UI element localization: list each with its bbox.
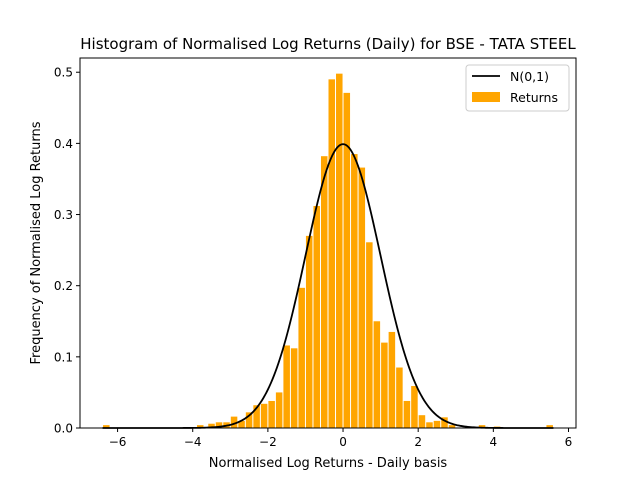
histogram-bar xyxy=(103,425,110,428)
histogram-bar xyxy=(313,206,320,428)
histogram-bar xyxy=(358,167,366,428)
histogram-bar xyxy=(290,348,298,428)
x-axis-ticks: −6 −4 −2 0 2 4 6 xyxy=(109,428,573,449)
histogram-bar xyxy=(418,415,426,428)
legend-label-returns: Returns xyxy=(510,90,558,105)
y-tick-label: 0.3 xyxy=(54,208,73,222)
histogram-bar xyxy=(215,422,223,428)
histogram-bar xyxy=(381,342,388,428)
histogram-bar xyxy=(411,386,418,428)
histogram-bars xyxy=(103,73,553,429)
histogram-bar xyxy=(298,287,305,428)
x-tick-label: −4 xyxy=(184,435,202,449)
histogram-bar xyxy=(268,400,275,428)
histogram-bar xyxy=(396,367,403,428)
y-tick-label: 0.2 xyxy=(54,279,73,293)
legend-bar-swatch xyxy=(472,92,500,102)
legend-label-normal: N(0,1) xyxy=(510,69,549,84)
histogram-bar xyxy=(196,425,204,428)
histogram-bar xyxy=(426,422,433,428)
histogram-bar xyxy=(336,73,343,429)
histogram-bar xyxy=(283,345,290,428)
histogram-bar xyxy=(238,420,245,428)
histogram-bar xyxy=(403,400,411,428)
histogram-bar xyxy=(433,420,441,428)
histogram-bar xyxy=(260,403,268,428)
histogram-bar xyxy=(245,412,253,428)
y-tick-label: 0.5 xyxy=(54,66,73,80)
histogram-bar xyxy=(253,405,260,428)
x-axis-label: Normalised Log Returns - Daily basis xyxy=(209,456,448,471)
histogram-bar xyxy=(373,321,381,428)
y-axis-label: Frequency of Normalised Log Returns xyxy=(29,121,44,364)
x-tick-label: −6 xyxy=(109,435,127,449)
histogram-bar xyxy=(546,425,553,428)
x-tick-label: −2 xyxy=(259,435,277,449)
histogram-bar xyxy=(448,425,456,428)
histogram-bar xyxy=(343,92,351,429)
histogram-bar xyxy=(441,417,448,428)
chart-title: Histogram of Normalised Log Returns (Dai… xyxy=(80,35,576,53)
x-tick-label: 6 xyxy=(565,435,573,449)
histogram-bar xyxy=(275,392,283,428)
histogram-bar xyxy=(366,242,373,428)
y-axis-ticks: 0.0 0.1 0.2 0.3 0.4 0.5 xyxy=(54,66,80,436)
normal-pdf-curve xyxy=(102,143,554,429)
x-tick-label: 0 xyxy=(339,435,347,449)
x-tick-label: 2 xyxy=(414,435,422,449)
histogram-bar xyxy=(230,416,238,428)
y-tick-label: 0.1 xyxy=(54,350,73,364)
histogram-bar xyxy=(320,156,328,428)
legend: N(0,1) Returns xyxy=(465,64,570,112)
histogram-bar xyxy=(208,423,215,428)
histogram-bar xyxy=(328,79,336,428)
plot-frame xyxy=(79,57,577,429)
histogram-bar xyxy=(478,425,486,428)
histogram-bar xyxy=(305,235,313,428)
y-tick-label: 0.4 xyxy=(54,137,73,151)
histogram-bar xyxy=(351,154,358,428)
x-tick-label: 4 xyxy=(490,435,498,449)
y-tick-label: 0.0 xyxy=(54,422,73,436)
histogram-bar xyxy=(388,331,396,428)
